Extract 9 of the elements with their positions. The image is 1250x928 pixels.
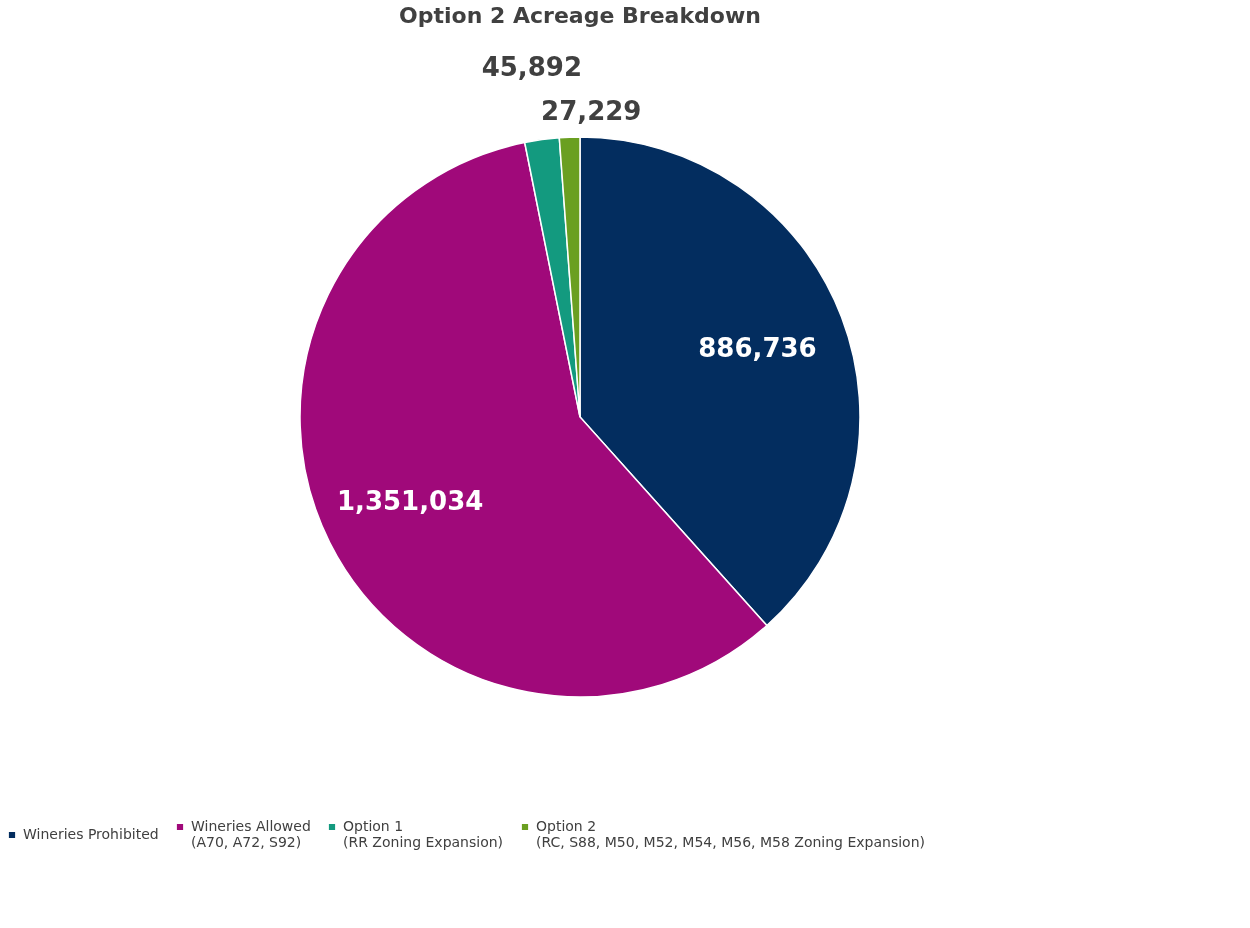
data-label: 27,229 — [541, 96, 642, 127]
legend-label: Option 1 (RR Zoning Expansion) — [343, 818, 504, 850]
chart-title: Option 2 Acreage Breakdown — [399, 3, 761, 28]
data-label: 45,892 — [481, 51, 582, 82]
legend-label: Wineries Prohibited — [23, 826, 159, 842]
data-label: 1,351,034 — [336, 486, 484, 517]
legend-label: Option 2 (RC, S88, M50, M52, M54, M56, M58 Zoning Expansion) — [536, 818, 925, 850]
legend-label: Wineries Allowed (A70, A72, S92) — [191, 818, 311, 850]
data-label: 886,736 — [698, 333, 817, 364]
